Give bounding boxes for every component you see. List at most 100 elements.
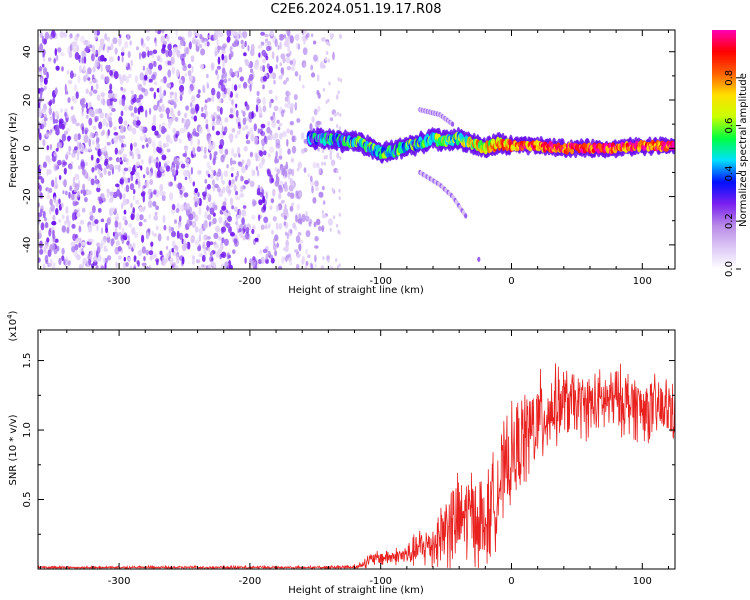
noise-speck <box>268 254 274 260</box>
noise-speck <box>291 202 295 207</box>
noise-speck <box>124 219 128 226</box>
noise-speck <box>151 122 157 126</box>
noise-speck <box>72 47 78 53</box>
snr-series-line <box>38 363 675 569</box>
noise-speck <box>70 106 74 110</box>
noise-speck <box>142 65 145 71</box>
noise-speck <box>205 118 209 125</box>
noise-speck <box>338 212 341 217</box>
noise-speck <box>162 215 166 223</box>
noise-speck <box>239 185 244 193</box>
noise-speck <box>289 229 293 234</box>
noise-speck <box>130 143 133 152</box>
noise-speck <box>112 37 118 45</box>
noise-speck <box>216 105 221 112</box>
noise-speck <box>87 190 92 195</box>
noise-speck <box>228 179 232 186</box>
noise-speck <box>154 30 159 33</box>
noise-speck <box>123 167 129 172</box>
noise-speck <box>125 76 130 83</box>
noise-speck <box>38 127 41 134</box>
noise-speck <box>219 107 223 115</box>
noise-speck <box>118 116 123 125</box>
noise-speck <box>194 239 200 246</box>
noise-speck <box>188 41 192 50</box>
noise-speck <box>325 100 328 104</box>
noise-speck <box>262 204 267 211</box>
noise-speck <box>206 192 210 198</box>
signal-core <box>672 144 675 151</box>
noise-speck <box>95 132 99 138</box>
noise-speck <box>277 126 281 131</box>
noise-speck <box>236 130 240 135</box>
noise-speck <box>203 220 208 229</box>
noise-speck <box>241 217 245 226</box>
noise-speck <box>282 80 287 85</box>
noise-speck <box>130 173 134 182</box>
noise-speck <box>148 156 152 164</box>
noise-speck <box>258 162 263 169</box>
noise-speck <box>106 188 110 194</box>
noise-speck <box>242 31 248 39</box>
noise-speck <box>97 163 102 169</box>
noise-speck <box>146 67 149 73</box>
noise-speck <box>61 225 66 233</box>
noise-speck <box>86 108 89 114</box>
noise-speck <box>54 48 57 56</box>
noise-speck <box>77 75 81 84</box>
noise-speck <box>114 220 119 228</box>
noise-speck <box>276 168 280 174</box>
noise-speck <box>194 187 199 194</box>
noise-speck <box>135 213 140 222</box>
noise-speck <box>55 147 59 152</box>
noise-speck <box>328 42 331 47</box>
noise-speck <box>282 247 288 252</box>
noise-speck <box>209 207 215 215</box>
noise-speck <box>268 223 271 229</box>
noise-speck <box>130 112 135 117</box>
noise-speck <box>81 207 86 213</box>
noise-speck <box>246 104 250 111</box>
noise-speck <box>159 113 164 119</box>
noise-speck <box>61 255 65 261</box>
noise-speck <box>184 146 189 152</box>
noise-speck <box>305 211 308 216</box>
noise-speck <box>262 248 268 254</box>
noise-speck <box>313 54 318 62</box>
noise-speck <box>280 199 285 204</box>
noise-speck <box>257 44 263 49</box>
noise-speck <box>157 64 163 71</box>
noise-speck <box>59 31 65 39</box>
noise-speck <box>178 43 182 50</box>
noise-speck <box>169 257 174 263</box>
noise-speck <box>114 216 119 221</box>
noise-speck <box>165 35 170 41</box>
noise-speck <box>327 218 333 226</box>
noise-speck <box>107 170 112 176</box>
snr-frame <box>37 329 676 570</box>
noise-speck <box>302 47 308 56</box>
noise-speck <box>236 214 242 219</box>
noise-speck <box>183 192 189 198</box>
noise-speck <box>97 143 100 149</box>
noise-speck <box>303 167 307 173</box>
noise-speck <box>249 83 252 92</box>
noise-speck <box>181 256 185 265</box>
noise-speck <box>339 78 343 83</box>
noise-speck <box>289 51 292 56</box>
noise-speck <box>71 118 77 124</box>
noise-speck <box>305 260 309 267</box>
noise-speck <box>210 114 215 120</box>
noise-speck <box>216 65 221 70</box>
noise-speck <box>87 238 93 243</box>
noise-speck <box>154 211 158 216</box>
noise-speck <box>92 140 95 145</box>
noise-speck <box>337 77 340 82</box>
noise-speck <box>274 250 277 257</box>
noise-speck <box>162 143 167 148</box>
noise-speck <box>159 85 162 94</box>
noise-speck <box>116 189 121 197</box>
noise-speck <box>175 30 178 36</box>
noise-speck <box>301 213 306 223</box>
noise-speck <box>145 232 149 240</box>
